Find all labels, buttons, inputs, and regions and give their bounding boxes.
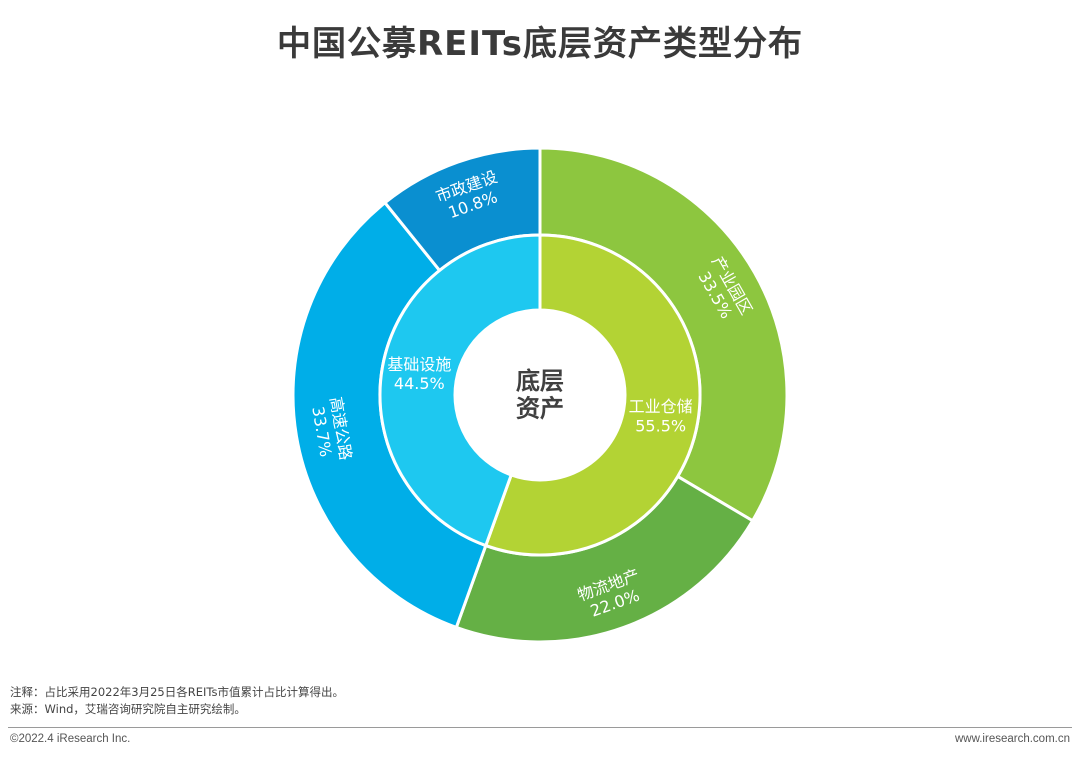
footer-divider	[8, 727, 1072, 728]
sunburst-chart: 底层资产 工业仓储 55.5%基础设施 44.5%产业园区33.5%物流地产22.0%…	[291, 146, 789, 644]
inner-slice-1	[378, 233, 542, 548]
footnotes: 注释：占比采用2022年3月25日各REITs市值累计占比计算得出。 来源：Wi…	[10, 684, 344, 718]
note-text: 注释：占比采用2022年3月25日各REITs市值累计占比计算得出。	[10, 685, 344, 699]
center-hole	[457, 312, 623, 478]
inner-label-0: 工业仓储 55.5%	[629, 397, 693, 435]
copyright: ©2022.4 iResearch Inc.	[10, 733, 131, 745]
inner-label-1: 基础设施 44.5%	[387, 355, 451, 393]
inner-slice-0	[483, 233, 702, 557]
center-label: 底层资产	[516, 367, 564, 423]
website-link[interactable]: www.iresearch.com.cn	[954, 733, 1070, 745]
source-text: 来源：Wind，艾瑞咨询研究院自主研究绘制。	[10, 702, 246, 716]
page-title: 中国公募REITs底层资产类型分布	[277, 24, 803, 64]
